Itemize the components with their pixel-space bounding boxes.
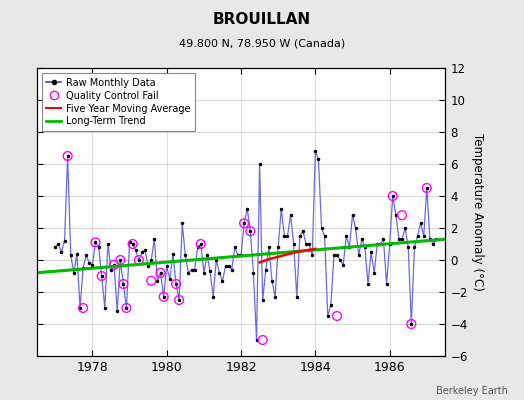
Legend: Raw Monthly Data, Quality Control Fail, Five Year Moving Average, Long-Term Tren: Raw Monthly Data, Quality Control Fail, … <box>41 73 195 131</box>
Point <box>97 273 106 279</box>
Text: Berkeley Earth: Berkeley Earth <box>436 386 508 396</box>
Point <box>147 278 156 284</box>
Point <box>119 281 127 287</box>
Point <box>156 270 165 276</box>
Point <box>240 220 248 226</box>
Point <box>196 241 205 247</box>
Point <box>175 297 183 303</box>
Point <box>246 228 255 234</box>
Point <box>389 193 397 199</box>
Text: 49.800 N, 78.950 W (Canada): 49.800 N, 78.950 W (Canada) <box>179 38 345 48</box>
Point <box>398 212 406 218</box>
Point <box>159 294 168 300</box>
Text: BROUILLAN: BROUILLAN <box>213 12 311 27</box>
Point <box>172 281 180 287</box>
Point <box>128 241 137 247</box>
Point <box>135 257 143 263</box>
Point <box>407 321 416 327</box>
Point <box>79 305 88 311</box>
Point <box>122 305 130 311</box>
Point <box>116 257 125 263</box>
Y-axis label: Temperature Anomaly (°C): Temperature Anomaly (°C) <box>471 133 484 291</box>
Point <box>63 153 72 159</box>
Point <box>423 185 431 191</box>
Point <box>258 337 267 343</box>
Point <box>91 239 100 246</box>
Point <box>333 313 341 319</box>
Point <box>110 262 118 268</box>
